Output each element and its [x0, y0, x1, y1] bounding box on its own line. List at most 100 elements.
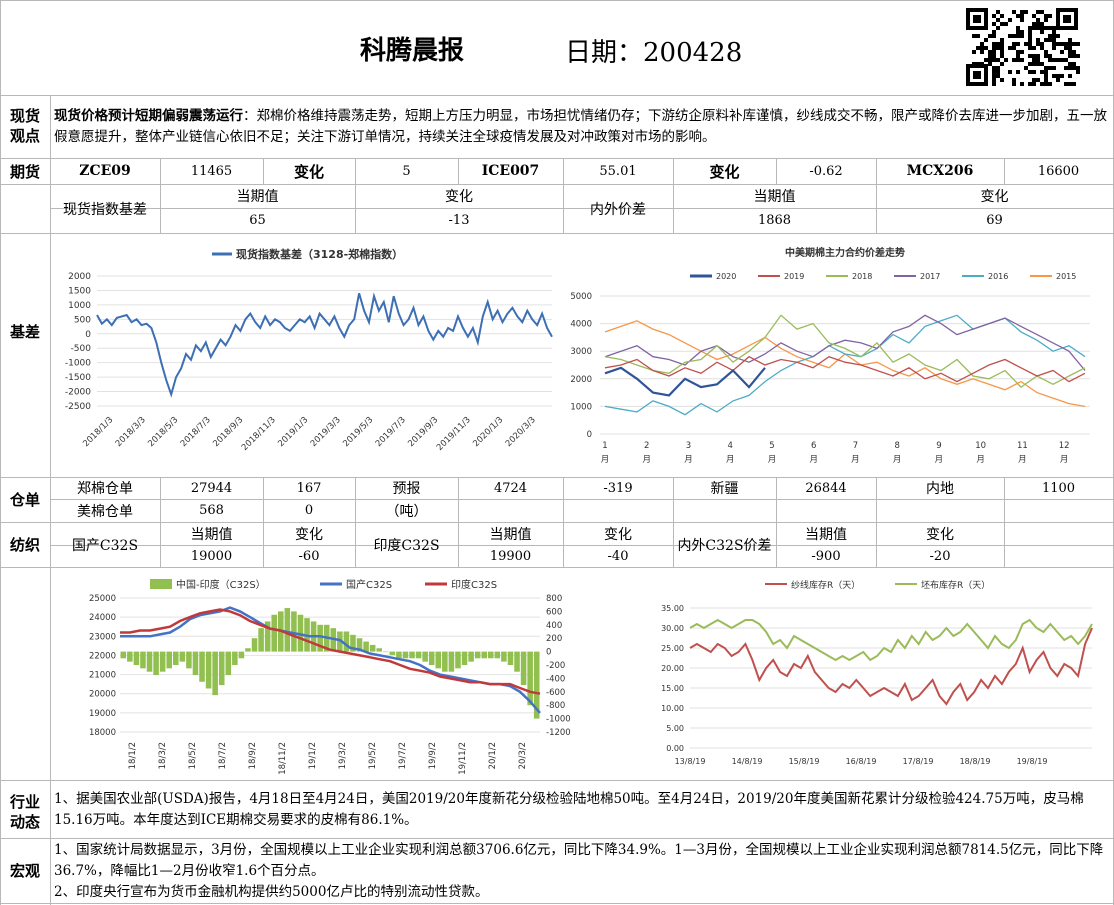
- xinjiang-label: 新疆: [710, 481, 739, 497]
- inland-label: 内地: [926, 481, 954, 497]
- qr-module: [1060, 74, 1064, 78]
- series-line: [120, 606, 541, 714]
- qr-module: [976, 34, 980, 38]
- legend-label: 2019: [784, 272, 804, 281]
- qr-module: [1064, 82, 1068, 86]
- qr-module: [1016, 42, 1020, 46]
- qr-module: [1052, 30, 1056, 34]
- qr-module: [992, 82, 996, 86]
- in-out-spread-label: 内外价差: [590, 201, 646, 218]
- spot-view-body: ：郑棉价格维持震荡走势，短期上方压力明显，市场担忧情绪仍存；下游纺企原料补库谨慎…: [54, 108, 1107, 145]
- x-tick-label: 16/8/19: [846, 757, 877, 766]
- legend-label: 纱线库存R（天）: [791, 579, 860, 591]
- qr-module: [1056, 74, 1060, 78]
- qr-module: [1068, 46, 1072, 50]
- legend-label: 2016: [988, 272, 1008, 281]
- qr-module: [1036, 78, 1040, 82]
- qr-module: [992, 30, 996, 34]
- qr-module: [1008, 70, 1012, 74]
- xinjiang-value: 26844: [805, 480, 847, 496]
- qr-module: [1056, 78, 1060, 82]
- c32s-spread-value: -900: [811, 548, 841, 564]
- bar: [205, 651, 212, 689]
- spread-current-value: 1868: [757, 213, 792, 228]
- basis-change-value: -13: [448, 213, 470, 228]
- basis-current-label: 当期值: [236, 189, 279, 205]
- legend-label: 现货指数基差（3128-郑棉指数）: [236, 247, 403, 261]
- bar: [317, 624, 323, 652]
- x-tick-label: 19/7/2: [398, 742, 408, 769]
- qr-module: [1004, 22, 1008, 26]
- col-line: [673, 184, 674, 233]
- y-tick-label: 1500: [68, 286, 91, 296]
- bar: [481, 651, 487, 659]
- qr-module: [1068, 66, 1072, 70]
- qr-module: [1036, 42, 1040, 46]
- bar: [494, 651, 501, 659]
- qr-module: [1048, 14, 1052, 18]
- qr-module: [1072, 82, 1076, 86]
- bar: [179, 651, 186, 662]
- x-tick-label: 6: [811, 441, 816, 451]
- qr-module: [1016, 58, 1020, 62]
- qr-module: [1028, 42, 1032, 46]
- qr-module: [1072, 50, 1076, 54]
- bar: [514, 651, 520, 672]
- qr-module: [992, 70, 996, 74]
- qr-module: [996, 18, 1000, 22]
- qr-module: [1056, 34, 1060, 38]
- x-tick-label: 2018/7/3: [179, 415, 213, 449]
- x-tick-label: 5: [769, 441, 774, 451]
- futures-change-label: 变化: [293, 162, 324, 181]
- y2-tick-label: 800: [546, 594, 562, 604]
- qr-module: [1048, 54, 1052, 58]
- x-tick-label: 11: [1017, 441, 1028, 451]
- x-tick-label: 17/8/19: [903, 757, 934, 766]
- x-tick-label: 2018/9/3: [211, 415, 245, 449]
- qr-module: [1064, 46, 1068, 50]
- qr-module: [1036, 58, 1040, 62]
- bar: [284, 608, 291, 652]
- x-tick-label: 18/7/2: [218, 742, 228, 769]
- y-tick-label: 3000: [570, 347, 592, 357]
- x-tick-label: 月: [684, 455, 693, 465]
- x-tick-label: 2018/11/3: [240, 415, 278, 453]
- qr-module: [1028, 38, 1032, 42]
- qr-module: [1016, 26, 1020, 30]
- x-tick-label: 2019/11/3: [435, 415, 473, 453]
- qr-module: [1052, 34, 1056, 38]
- x-tick-label: 18/11/2: [278, 742, 288, 775]
- series-line: [604, 366, 766, 397]
- us-warehouse-value: 568: [199, 503, 224, 518]
- qr-module: [992, 50, 996, 54]
- y-tick-label: -1500: [65, 373, 91, 383]
- qr-module: [1000, 50, 1004, 54]
- spread-change-label: 变化: [980, 189, 1009, 205]
- x-tick-label: 4: [728, 441, 733, 451]
- y2-tick-label: -600: [546, 688, 565, 698]
- c32s-chart: 中国-印度（C32S） 国产C32S 印度C32S 25000 24000 23000 22…: [89, 578, 571, 775]
- qr-module: [1028, 62, 1032, 66]
- col-line: [160, 477, 161, 522]
- macro-label: 宏观: [9, 862, 40, 880]
- qr-module: [1000, 22, 1004, 26]
- bar: [533, 651, 540, 719]
- row-line: [0, 522, 1114, 523]
- qr-module: [976, 62, 980, 66]
- y-tick-label: -2500: [65, 402, 91, 412]
- bar: [501, 651, 507, 662]
- qr-module: [1028, 70, 1032, 74]
- qr-module: [992, 46, 996, 50]
- col-line: [563, 522, 564, 567]
- qr-module: [1032, 62, 1036, 66]
- qr-module: [1028, 82, 1032, 86]
- bar: [212, 651, 218, 696]
- bar: [146, 651, 153, 672]
- qr-module: [1048, 34, 1052, 38]
- futures-change-label: 变化: [709, 162, 740, 181]
- y2-tick-label: -400: [546, 674, 565, 684]
- col-line: [776, 158, 777, 184]
- bar: [383, 651, 389, 653]
- col-line: [876, 477, 877, 522]
- bar: [376, 648, 382, 652]
